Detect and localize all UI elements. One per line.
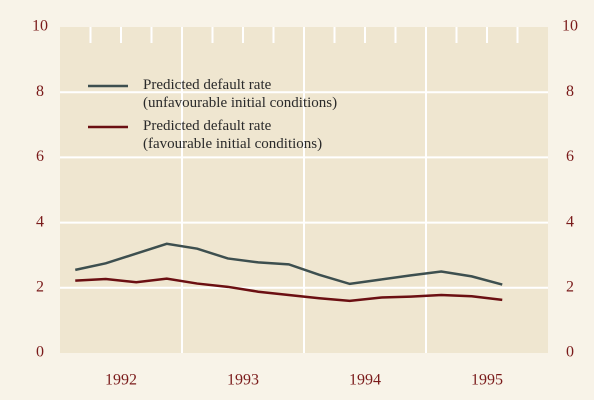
y-tick-label: 2 (36, 278, 44, 295)
y-tick-label: 0 (36, 344, 44, 361)
y2-tick-label: 8 (566, 83, 574, 100)
y-tick-label: 10 (32, 18, 48, 35)
y2-tick-label: 2 (566, 278, 574, 295)
series-line (74, 242, 503, 286)
y-tick-label: 4 (36, 213, 44, 230)
y-tick-label: 6 (36, 148, 44, 165)
x-tick-label: 1994 (349, 372, 381, 389)
series-line (75, 277, 503, 303)
x-tick-label: 1992 (105, 372, 137, 389)
y2-tick-label: 6 (566, 148, 574, 165)
y2-tick-label: 0 (566, 344, 574, 361)
y-tick-label: 8 (36, 83, 44, 100)
x-tick-label: 1993 (227, 372, 259, 389)
y2-tick-label: 10 (562, 18, 578, 35)
y2-tick-label: 4 (566, 213, 574, 230)
x-tick-label: 1995 (471, 372, 503, 389)
legend-label: Predicted default rate (unfavourable ini… (143, 77, 338, 111)
legend-label: Predicted default rate (favourable initi… (143, 118, 323, 152)
